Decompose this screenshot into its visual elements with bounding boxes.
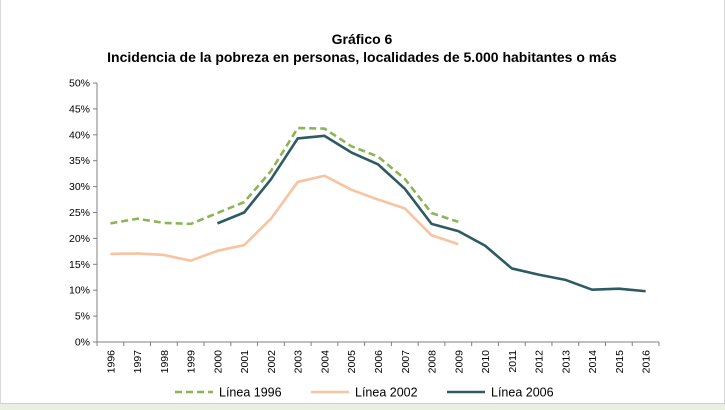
y-tick-label: 50% — [69, 78, 90, 90]
x-tick-label: 2007 — [400, 350, 412, 374]
legend-label-1: Línea 1996 — [219, 386, 282, 400]
x-tick-label: 2005 — [346, 350, 358, 374]
x-tick-label: 2008 — [427, 350, 439, 374]
y-tick-label: 15% — [69, 259, 90, 271]
axes: 0% 5% 10% 15% 20% 25% 30% 35% 40% 45% 50% 1996 1997 1… — [69, 78, 660, 374]
y-tick-label: 25% — [69, 207, 90, 219]
x-tick-label: 2016 — [641, 350, 653, 374]
bottom-strip — [0, 403, 725, 410]
x-tick-label: 2012 — [534, 350, 546, 374]
x-tick-label: 2011 — [507, 350, 519, 373]
y-tick-label: 5% — [75, 311, 90, 323]
x-tick-label: 2006 — [373, 350, 385, 374]
series-line-1 — [110, 126, 459, 226]
legend: Línea 1996 Línea 2002 Línea 2006 — [175, 386, 554, 400]
chart-subtitle: Incidencia de la pobreza en personas, lo… — [107, 49, 617, 65]
x-tick-label: 1997 — [132, 350, 144, 374]
y-tick-label: 20% — [69, 233, 90, 245]
x-tick-label: 2002 — [266, 350, 278, 374]
x-tick-label: 2015 — [614, 350, 626, 374]
x-tick-label: 2001 — [239, 350, 251, 374]
x-tick-label: 1996 — [105, 350, 117, 374]
y-tick-label: 10% — [69, 285, 90, 297]
y-tick-label: 35% — [69, 155, 90, 167]
x-tick-label: 2013 — [560, 350, 572, 374]
x-tick-label: 2003 — [293, 350, 305, 374]
chart-title: Gráfico 6 — [332, 31, 393, 47]
y-tick-label: 45% — [69, 103, 90, 115]
x-tick-label: 2014 — [587, 350, 599, 374]
series-line-2 — [110, 174, 459, 262]
x-tick-label: 1998 — [159, 350, 171, 374]
x-tick-label: 2009 — [453, 350, 465, 374]
x-tick-label: 2004 — [319, 350, 331, 374]
x-tick-label: 2000 — [212, 350, 224, 374]
series-line-3 — [216, 134, 646, 293]
series-layer — [110, 126, 646, 293]
legend-label-3: Línea 2006 — [491, 386, 554, 400]
legend-label-2: Línea 2002 — [355, 386, 418, 400]
y-tick-label: 0% — [75, 337, 90, 349]
x-tick-label: 2010 — [480, 350, 492, 374]
y-tick-label: 40% — [69, 129, 90, 141]
x-tick-label: 1999 — [186, 350, 198, 374]
y-tick-label: 30% — [69, 181, 90, 193]
